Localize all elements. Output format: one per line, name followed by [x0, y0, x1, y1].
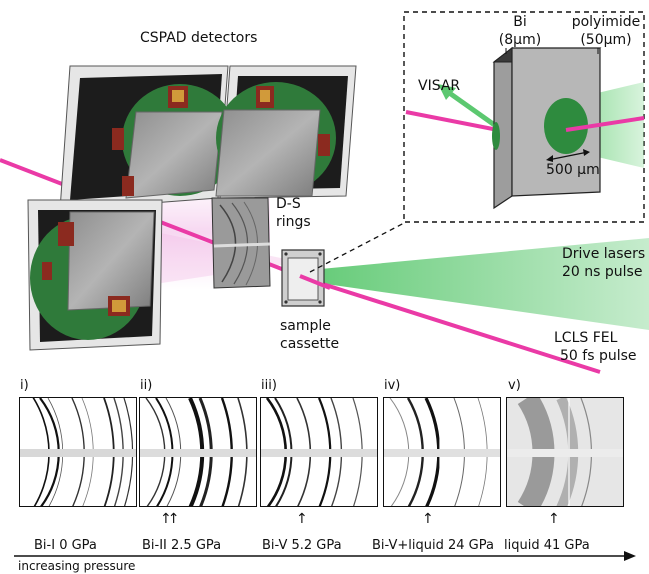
diffraction-panel-2: [139, 397, 257, 507]
panel-2-arrows: ↑↑: [160, 511, 180, 527]
caption-4: Bi-V+liquid 24 GPa: [372, 538, 494, 553]
visar-label: VISAR: [418, 78, 461, 94]
cspad-label: CSPAD detectors: [140, 30, 258, 46]
visar-arrow-shaft: [446, 89, 498, 129]
panel-label-4: iv): [384, 378, 401, 393]
pressure-axis-arrow: [14, 551, 636, 561]
caption-1: Bi-I 0 GPa: [34, 538, 97, 553]
panel-4-arrow: ↑: [422, 511, 434, 527]
ds-rings-label-line2: rings: [276, 214, 311, 230]
panel-label-3: iii): [261, 378, 277, 393]
diffraction-panel-4: [383, 397, 501, 507]
pressure-axis-label: increasing pressure: [18, 559, 136, 573]
sample-label-line2: cassette: [280, 336, 340, 352]
xray-beam-on-sample: [299, 274, 331, 290]
panel-1-rings: [20, 398, 136, 506]
diffraction-panel-1: [19, 397, 137, 507]
drive-lasers-label-line2: 20 ns pulse: [562, 264, 643, 280]
xray-beam-outgoing: [309, 278, 601, 374]
drive-laser-beam: [310, 238, 649, 330]
panel-4-rings: [384, 398, 500, 506]
target-block: [492, 46, 602, 210]
panel-2-rings: [140, 398, 256, 506]
inset-xray-beam: [405, 110, 499, 132]
scale-bar: [547, 151, 589, 161]
visar-arrow-head: [438, 84, 456, 100]
diffraction-panel-3: [260, 397, 378, 507]
scale-bar-arrow-left: [546, 155, 553, 162]
caption-3: Bi-V 5.2 GPa: [262, 538, 342, 553]
caption-2: Bi-II 2.5 GPa: [142, 538, 222, 553]
inset-leader-line: [309, 221, 407, 273]
panel-3-arrow: ↑: [296, 511, 308, 527]
drive-lasers-label-line1: Drive lasers: [562, 246, 646, 262]
lcls-label-line1: LCLS FEL: [554, 330, 618, 346]
caption-5: liquid 41 GPa: [504, 538, 590, 553]
experiment-schematic: [0, 11, 649, 374]
panel-5-rings: [507, 398, 623, 506]
polyimide-thickness-label: (50µm): [580, 32, 632, 48]
sample-label-line1: sample: [280, 318, 331, 334]
detector-bottom-left: [27, 199, 163, 351]
detector-top-left: [59, 65, 238, 211]
panel-label-2: ii): [140, 378, 153, 393]
detector-top-right: [215, 65, 357, 199]
inset-xray-beam-exit: [565, 116, 645, 132]
lcls-label-line2: 50 fs pulse: [560, 348, 637, 364]
panel-3-rings: [261, 398, 377, 506]
diffraction-panel-5: [506, 397, 624, 507]
bi-label: Bi: [513, 14, 527, 30]
panel-label-5: v): [508, 378, 521, 393]
ds-rings-plate: [211, 197, 271, 289]
scale-bar-label: 500 µm: [546, 162, 600, 178]
bi-thickness-label: (8µm): [498, 32, 542, 48]
scale-bar-arrow-right: [583, 149, 590, 156]
polyimide-label: polyimide: [571, 14, 641, 30]
panel-label-1: i): [20, 378, 29, 393]
panel-5-arrow: ↑: [548, 511, 560, 527]
ds-rings-label-line1: D-S: [276, 196, 301, 212]
